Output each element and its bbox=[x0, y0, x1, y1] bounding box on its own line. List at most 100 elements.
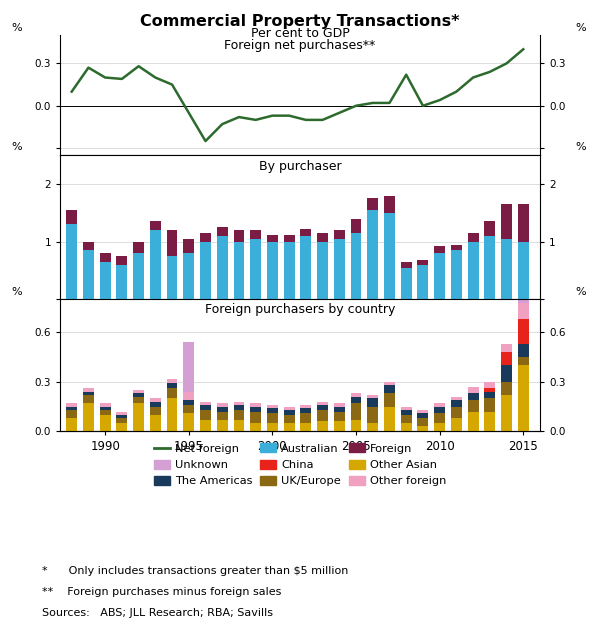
Bar bbox=[167, 378, 178, 383]
Bar bbox=[367, 406, 378, 423]
Bar bbox=[133, 403, 144, 431]
Bar bbox=[66, 403, 77, 406]
Bar bbox=[167, 389, 178, 398]
Bar bbox=[334, 239, 345, 299]
Bar bbox=[317, 401, 328, 405]
Bar bbox=[150, 230, 161, 299]
Bar bbox=[116, 265, 127, 299]
Bar bbox=[434, 406, 445, 413]
Bar bbox=[518, 319, 529, 344]
Bar bbox=[184, 239, 194, 253]
Bar bbox=[250, 406, 261, 412]
Bar bbox=[467, 387, 479, 394]
Bar bbox=[100, 410, 110, 415]
Bar bbox=[284, 406, 295, 410]
Bar bbox=[401, 406, 412, 410]
Bar bbox=[317, 410, 328, 422]
Bar bbox=[250, 230, 261, 239]
Bar bbox=[233, 401, 244, 405]
Bar bbox=[418, 418, 428, 426]
Bar bbox=[66, 210, 77, 224]
Bar bbox=[133, 394, 144, 397]
Bar bbox=[401, 415, 412, 423]
Bar bbox=[350, 233, 361, 299]
Bar bbox=[284, 415, 295, 423]
Bar bbox=[150, 415, 161, 431]
Bar bbox=[384, 382, 395, 385]
Bar bbox=[451, 245, 462, 250]
Bar bbox=[518, 204, 529, 242]
Bar bbox=[484, 236, 495, 299]
Bar bbox=[484, 389, 495, 392]
Bar bbox=[83, 242, 94, 250]
Bar bbox=[418, 410, 428, 413]
Text: %: % bbox=[11, 23, 22, 33]
Bar bbox=[434, 253, 445, 299]
Bar bbox=[451, 400, 462, 406]
Bar bbox=[484, 412, 495, 431]
Bar bbox=[451, 406, 462, 418]
Bar bbox=[501, 352, 512, 366]
Bar bbox=[418, 426, 428, 431]
Bar bbox=[301, 408, 311, 413]
Text: Per cent to GDP: Per cent to GDP bbox=[251, 27, 349, 40]
Bar bbox=[100, 403, 110, 406]
Bar bbox=[167, 256, 178, 299]
Bar bbox=[518, 302, 529, 319]
Bar bbox=[150, 406, 161, 415]
Bar bbox=[301, 229, 311, 236]
Bar bbox=[350, 403, 361, 420]
Bar bbox=[518, 357, 529, 366]
Text: Sources:   ABS; JLL Research; RBA; Savills: Sources: ABS; JLL Research; RBA; Savills bbox=[42, 608, 273, 618]
Bar bbox=[116, 423, 127, 431]
Bar bbox=[83, 250, 94, 299]
Bar bbox=[184, 400, 194, 405]
Bar bbox=[401, 262, 412, 268]
Bar bbox=[267, 423, 278, 431]
Bar bbox=[451, 250, 462, 299]
Bar bbox=[484, 392, 495, 398]
Bar bbox=[217, 227, 227, 236]
Bar bbox=[301, 413, 311, 423]
Bar bbox=[66, 410, 77, 418]
Text: **    Foreign purchases minus foreign sales: ** Foreign purchases minus foreign sales bbox=[42, 587, 281, 597]
Bar bbox=[66, 224, 77, 299]
Bar bbox=[301, 236, 311, 299]
Bar bbox=[66, 406, 77, 410]
Bar bbox=[250, 423, 261, 431]
Bar bbox=[367, 210, 378, 299]
Bar bbox=[233, 410, 244, 420]
Bar bbox=[217, 406, 227, 412]
Text: Foreign net purchases**: Foreign net purchases** bbox=[224, 39, 376, 52]
Bar bbox=[116, 418, 127, 423]
Bar bbox=[200, 410, 211, 420]
Bar bbox=[184, 253, 194, 299]
Text: *      Only includes transactions greater than $5 million: * Only includes transactions greater tha… bbox=[42, 566, 349, 576]
Bar bbox=[467, 412, 479, 431]
Bar bbox=[184, 413, 194, 431]
Bar bbox=[267, 235, 278, 242]
Bar bbox=[83, 389, 94, 392]
Bar bbox=[484, 222, 495, 236]
Bar bbox=[384, 406, 395, 431]
Bar bbox=[384, 385, 395, 394]
Bar bbox=[284, 235, 295, 242]
Bar bbox=[184, 392, 194, 400]
Bar bbox=[267, 242, 278, 299]
Bar bbox=[233, 420, 244, 431]
Bar bbox=[284, 410, 295, 415]
Bar bbox=[467, 400, 479, 412]
Bar bbox=[384, 394, 395, 406]
Bar bbox=[350, 420, 361, 431]
Bar bbox=[501, 204, 512, 239]
Bar bbox=[518, 295, 529, 303]
Bar bbox=[250, 239, 261, 299]
Bar bbox=[116, 256, 127, 265]
Bar bbox=[334, 230, 345, 239]
Bar bbox=[467, 233, 479, 242]
Bar bbox=[200, 405, 211, 410]
Bar bbox=[233, 242, 244, 299]
Bar bbox=[317, 233, 328, 242]
Bar bbox=[167, 383, 178, 389]
Bar bbox=[401, 423, 412, 431]
